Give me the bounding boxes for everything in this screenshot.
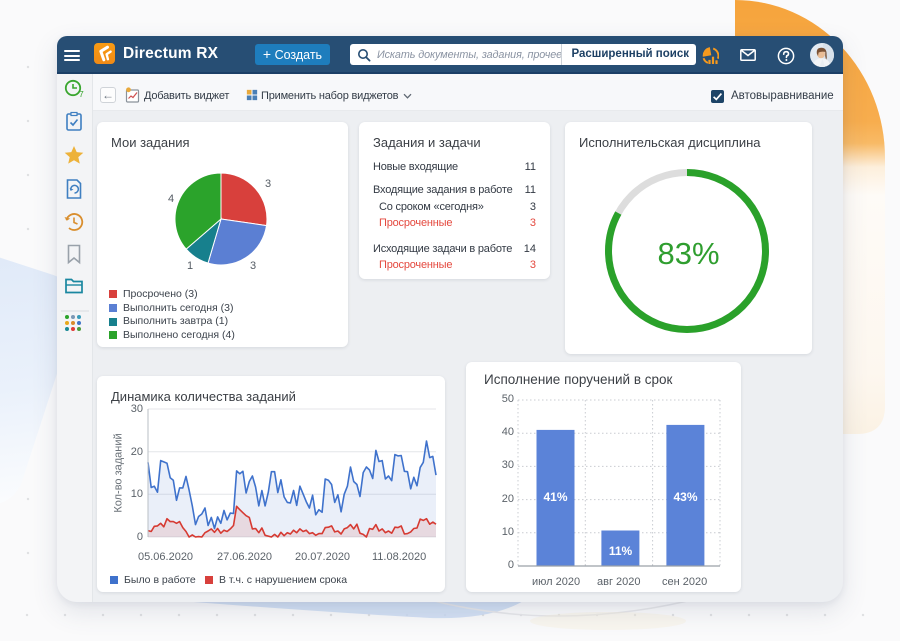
svg-text:3: 3: [250, 260, 256, 272]
svg-text:7: 7: [79, 89, 84, 99]
svg-text:1: 1: [187, 260, 193, 272]
svg-text:4: 4: [168, 193, 174, 205]
svg-text:3: 3: [265, 178, 271, 190]
